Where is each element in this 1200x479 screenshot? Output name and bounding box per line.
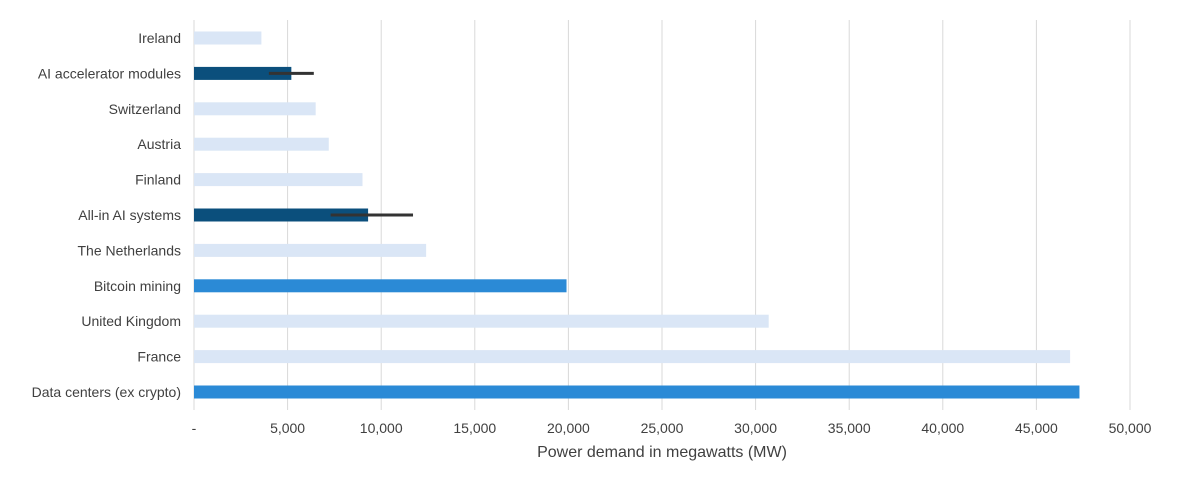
category-label: Switzerland: [109, 101, 181, 117]
bar-all-in-ai-systems: [194, 208, 369, 222]
bars: [194, 31, 1080, 399]
category-label: Data centers (ex crypto): [32, 384, 181, 400]
error-bars: [268, 71, 414, 217]
x-tick-label: 35,000: [828, 420, 871, 436]
category-label: Bitcoin mining: [94, 278, 181, 294]
bar-ai-accelerator-modules: [194, 66, 292, 80]
bar-the-netherlands: [194, 243, 427, 257]
x-tick-label: 15,000: [453, 420, 496, 436]
x-tick-label: 30,000: [734, 420, 777, 436]
category-label: Ireland: [138, 30, 181, 46]
category-label: All-in AI systems: [78, 207, 181, 223]
x-tick-label: 45,000: [1015, 420, 1058, 436]
category-label: France: [137, 349, 181, 365]
bar-bitcoin-mining: [194, 279, 567, 293]
x-tick-label: 25,000: [641, 420, 684, 436]
x-tick-label: 50,000: [1109, 420, 1152, 436]
bar-data-centers-ex-crypto: [194, 385, 1080, 399]
category-label: AI accelerator modules: [38, 65, 181, 81]
bar-united-kingdom: [194, 314, 769, 328]
x-tick-label: -: [192, 420, 197, 436]
x-tick-label: 20,000: [547, 420, 590, 436]
bar-france: [194, 350, 1071, 364]
bar-ireland: [194, 31, 262, 45]
gridlines: [193, 20, 1131, 410]
x-tick-label: 10,000: [360, 420, 403, 436]
category-label: The Netherlands: [77, 242, 181, 258]
x-axis-title: Power demand in megawatts (MW): [537, 444, 787, 461]
category-label: Finland: [135, 172, 181, 188]
bar-finland: [194, 173, 363, 187]
x-tick-label: 5,000: [270, 420, 305, 436]
x-tick-labels: - 5,000 10,000 15,000 20,000 25,000 30,000 35,0…: [192, 420, 1152, 436]
bar-switzerland: [194, 102, 316, 116]
category-label: Austria: [137, 136, 181, 152]
x-tick-label: 40,000: [921, 420, 964, 436]
category-label: United Kingdom: [81, 313, 181, 329]
bar-austria: [194, 137, 329, 151]
category-labels: Ireland AI accelerator modules Switzerland…: [32, 30, 182, 400]
